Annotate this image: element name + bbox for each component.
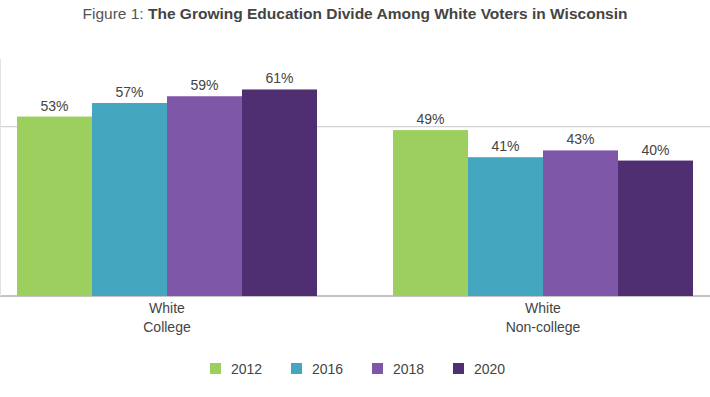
chart: Figure 1: The Growing Education Divide A… bbox=[0, 0, 710, 397]
legend-swatch bbox=[291, 363, 302, 374]
category-line: White bbox=[525, 300, 561, 316]
data-label: 41% bbox=[491, 138, 519, 154]
data-label: 40% bbox=[641, 142, 669, 158]
category-label: White Non-college bbox=[506, 300, 581, 335]
legend-swatch bbox=[210, 363, 221, 374]
title-prefix: Figure 1: bbox=[82, 5, 147, 22]
bar bbox=[167, 96, 242, 296]
legend-swatch bbox=[453, 363, 464, 374]
title: Figure 1: The Growing Education Divide A… bbox=[82, 5, 627, 22]
data-label: 53% bbox=[40, 98, 68, 114]
legend-label: 2018 bbox=[393, 361, 424, 377]
legend-swatch bbox=[372, 363, 383, 374]
data-label: 61% bbox=[265, 70, 293, 86]
data-label: 57% bbox=[115, 84, 143, 100]
data-label: 43% bbox=[566, 131, 594, 147]
bar bbox=[242, 89, 317, 296]
bar bbox=[17, 117, 92, 296]
bar bbox=[92, 103, 167, 296]
legend-label: 2016 bbox=[312, 361, 343, 377]
title-main: The Growing Education Divide Among White… bbox=[148, 5, 628, 22]
bar bbox=[393, 130, 468, 296]
category-line: College bbox=[143, 319, 191, 335]
data-label: 49% bbox=[416, 111, 444, 127]
bar bbox=[543, 150, 618, 296]
y-axis-line bbox=[0, 59, 1, 296]
bar bbox=[468, 157, 543, 296]
category-label: White College bbox=[143, 300, 191, 335]
category-line: White bbox=[149, 300, 185, 316]
legend-label: 2020 bbox=[474, 361, 505, 377]
legend-label: 2012 bbox=[231, 361, 262, 377]
data-label: 59% bbox=[190, 77, 218, 93]
bar bbox=[618, 161, 693, 296]
bars bbox=[17, 89, 693, 296]
category-line: Non-college bbox=[506, 319, 581, 335]
